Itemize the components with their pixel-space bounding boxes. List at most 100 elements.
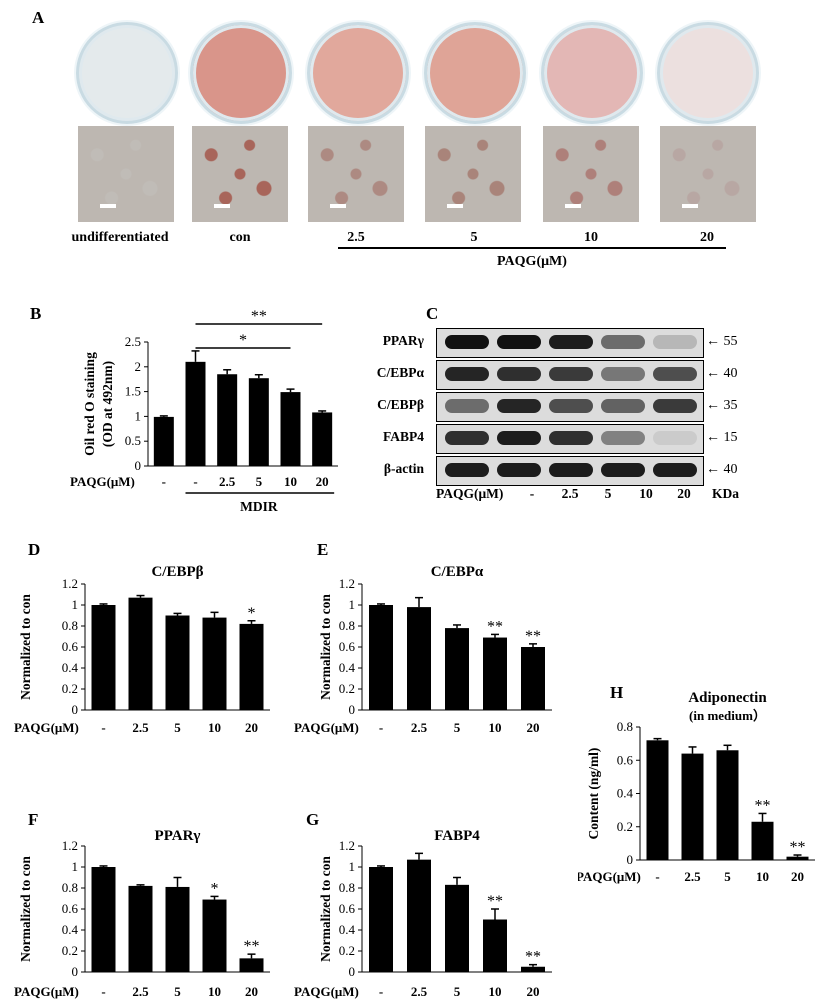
x-tick-label: - (162, 474, 166, 489)
wb-mw-marker: ← 40 (706, 462, 738, 477)
chart-title: C/EBPα (431, 564, 484, 580)
scale-bar (214, 204, 230, 208)
chart-e: 0 0.2 0.4 0.6 0.8 1 1.2 - 2.5 5 ** 10 ** 20 PAQG(μM) No… (294, 564, 552, 735)
x-tick-label: 2.5 (219, 474, 236, 489)
bar (407, 859, 431, 972)
x-tick-label: 5 (454, 984, 461, 999)
x-tick-label: 2.5 (132, 720, 149, 735)
x-tick-label: 2.5 (684, 869, 701, 884)
x-tick-label: - (193, 474, 197, 489)
y-tick-label: 0 (135, 458, 142, 473)
y-axis-label: Normalized to con (18, 594, 33, 700)
x-tick-label: 5 (174, 984, 181, 999)
wb-band (497, 367, 541, 381)
wb-row-label-text: C/EBPβ (377, 397, 424, 412)
y-tick-label: 0.8 (617, 719, 633, 734)
significance-star: ** (251, 310, 267, 325)
y-tick-label: 0 (349, 964, 356, 979)
y-tick-label: 0.4 (62, 660, 79, 675)
dish-2-5 (307, 22, 409, 124)
bar (128, 597, 153, 710)
bar (91, 605, 116, 710)
x-tick-label: 5 (724, 869, 731, 884)
wb-lane-label: 5 (604, 486, 612, 501)
bar (445, 884, 469, 972)
wb-band (601, 399, 645, 413)
wb-band (653, 431, 697, 445)
wb-mw-marker: ← 55 (706, 334, 738, 349)
x-tick-label: - (379, 984, 383, 999)
wb-band (497, 463, 541, 477)
bar (165, 615, 190, 710)
y-tick-label: 0.8 (339, 880, 355, 895)
x-tick-label: 20 (316, 474, 329, 489)
x-prefix-label: PAQG(μM) (578, 869, 641, 884)
y-tick-label: 0.2 (617, 819, 633, 834)
y-tick-label: 0.6 (339, 901, 356, 916)
y-tick-label: 0 (72, 964, 79, 979)
significance-star: * (239, 332, 247, 349)
panel-label-c: C (426, 304, 439, 323)
y-tick-label: 0.2 (62, 943, 78, 958)
panel-label-a: A (32, 8, 45, 27)
y-tick-label: 0.2 (62, 681, 78, 696)
bar (239, 623, 264, 710)
y-tick-label: 1.2 (339, 838, 355, 853)
dish-20 (657, 22, 759, 124)
wb-lane-label: 20 (677, 486, 691, 501)
significance-star: * (248, 605, 256, 622)
wb-row-label-text: β-actin (383, 461, 424, 476)
x-tick-label: 10 (756, 869, 769, 884)
condition-label: con (229, 230, 251, 245)
x-tick-label: 5 (256, 474, 263, 489)
wb-band (601, 335, 645, 349)
scale-bar (330, 204, 346, 208)
bar (202, 899, 227, 972)
x-tick-label: - (655, 869, 659, 884)
y-tick-label: 0 (349, 702, 356, 717)
wb-band (653, 367, 697, 381)
bar (202, 617, 227, 710)
x-tick-label: 20 (245, 720, 258, 735)
y-tick-label: 0.6 (62, 901, 79, 916)
group-bracket-line (338, 247, 726, 249)
chart-f: 0 0.2 0.4 0.6 0.8 1 1.2 - 2.5 5 * 10 ** 20 PAQG(μM) Nor… (14, 828, 270, 999)
wb-row-label-text: FABP4 (383, 429, 424, 444)
chart-b: 00.511.522.5- -2.5 5 10 20PAQG(μM)MDIR***Oil… (70, 310, 338, 514)
x-tick-label: 10 (208, 720, 221, 735)
wb-row-label-text: PPARγ (382, 333, 424, 348)
y-tick-label: 2 (135, 359, 142, 374)
chart-g: 0 0.2 0.4 0.6 0.8 1 1.2 - 2.5 5 ** 10 ** 20 PAQG(μM) No… (294, 828, 552, 999)
y-tick-label: 0.6 (617, 752, 634, 767)
y-tick-label: 0.2 (339, 681, 355, 696)
dish-con (190, 22, 292, 124)
wb-mw-marker: ← 35 (706, 398, 738, 413)
chart-subtitle: (in medium） (689, 708, 766, 723)
y-tick-label: 0 (627, 852, 634, 867)
y-tick-label: 1.2 (62, 576, 78, 591)
wb-band (445, 335, 489, 349)
wb-lane-label: 2.5 (561, 486, 579, 501)
y-tick-label: 0.8 (62, 880, 78, 895)
chart-h: 0 0.2 0.4 0.6 0.8 - 2.5 5 ** 10 ** 20 PAQG(μM) Conten… (578, 690, 815, 884)
significance-star: ** (487, 618, 503, 635)
y-tick-label: 0.4 (617, 786, 634, 801)
significance-star: ** (487, 893, 503, 910)
wb-band (497, 399, 541, 413)
x-prefix-label: PAQG(μM) (14, 984, 79, 999)
panel-label-f: F (28, 810, 39, 829)
panel-label-b: B (30, 304, 42, 323)
panel-label-e: E (317, 540, 329, 559)
y-tick-label: 0.8 (62, 618, 78, 633)
y-tick-label: 1.2 (339, 576, 355, 591)
bar (280, 392, 301, 466)
wb-band (653, 399, 697, 413)
chart-title: C/EBPβ (151, 564, 203, 580)
wb-band (549, 335, 593, 349)
y-tick-label: 2.5 (125, 334, 141, 349)
y-axis-label: Normalized to con (318, 856, 333, 962)
condition-label: undifferentiated (71, 230, 169, 245)
x-tick-label: 2.5 (411, 984, 428, 999)
wb-band (549, 431, 593, 445)
wb-mw-marker: ← 15 (706, 430, 738, 445)
